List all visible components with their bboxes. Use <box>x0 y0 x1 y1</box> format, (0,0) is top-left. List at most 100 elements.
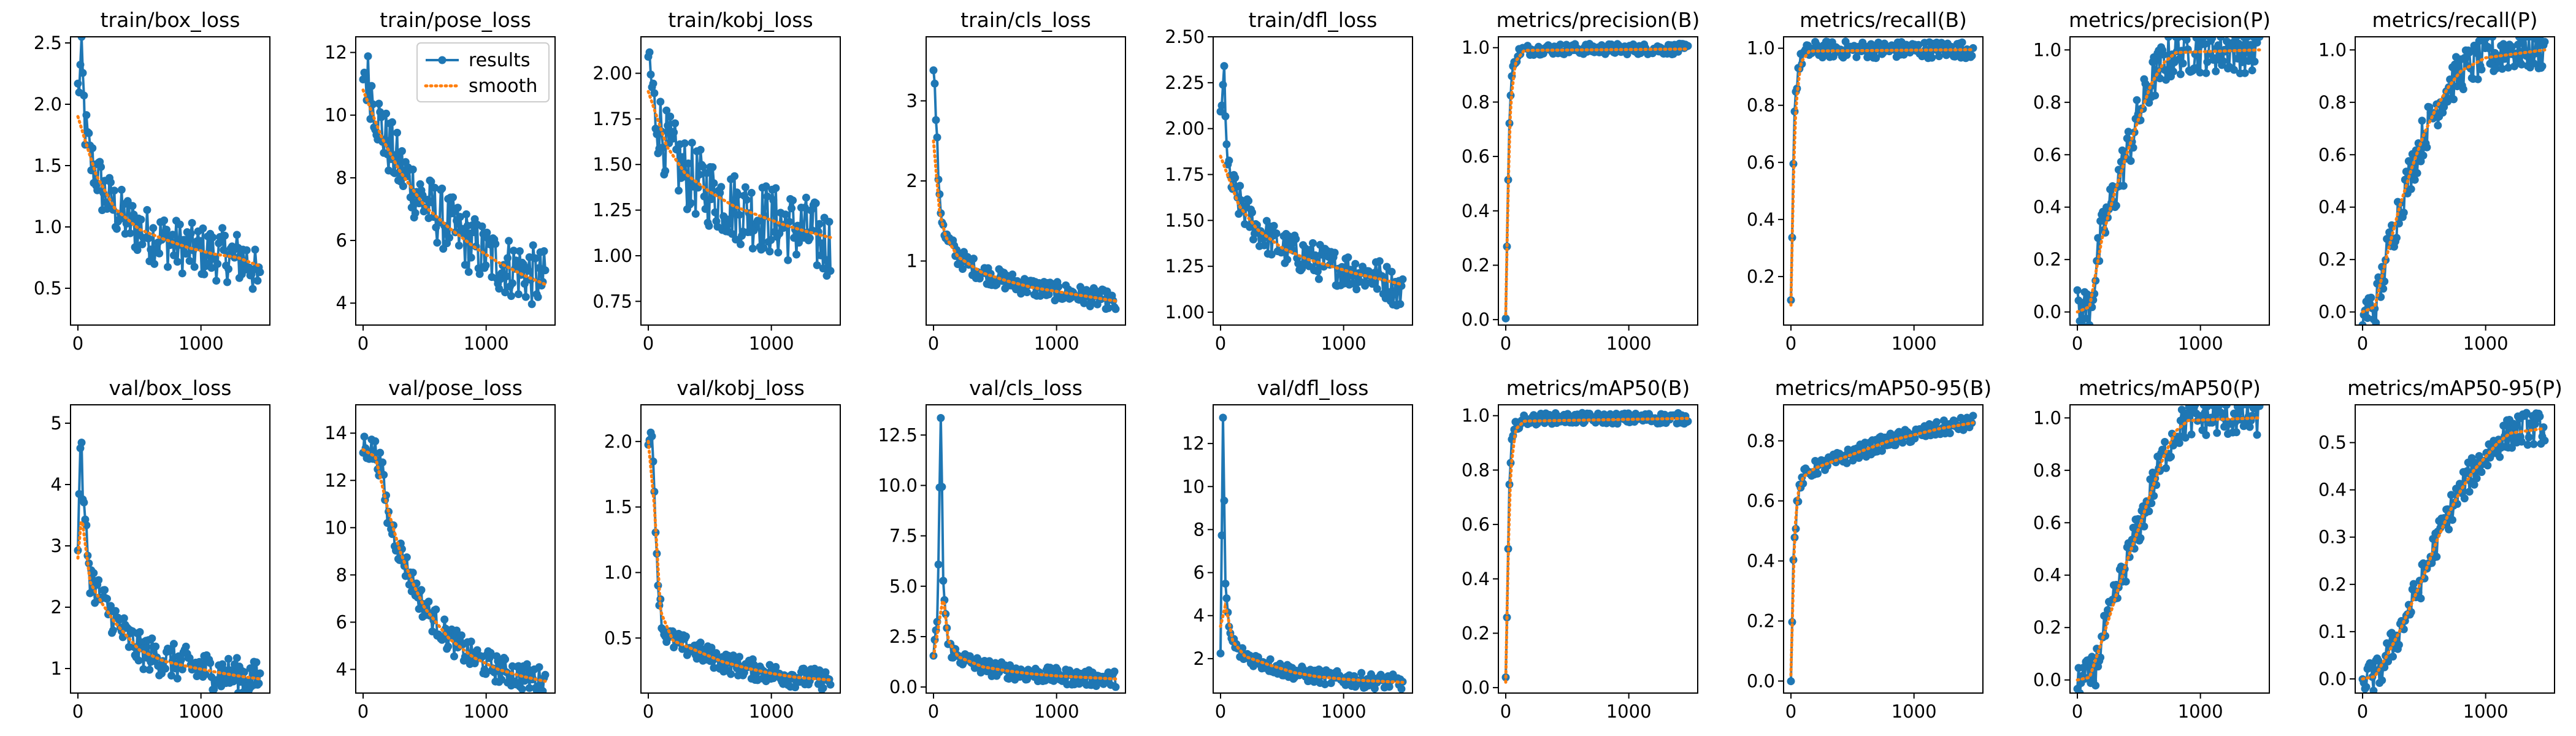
results-point <box>1267 250 1276 259</box>
results-point <box>2248 66 2256 75</box>
subplot-title: val/dfl_loss <box>1257 376 1368 400</box>
y-tick-label: 0.8 <box>2033 460 2061 481</box>
results-point <box>938 483 946 491</box>
results-point <box>120 614 128 623</box>
plot-frame <box>1498 404 1698 694</box>
results-point <box>1283 255 1292 264</box>
results-point <box>126 229 134 237</box>
results-point <box>2465 488 2474 496</box>
subplot-2: train/kobj_loss 0 1000 0.75 1.00 1.25 1.50 1.75… <box>592 8 841 354</box>
results-point <box>2380 277 2389 286</box>
y-tick-label: 0.4 <box>2318 197 2347 218</box>
results-point <box>826 680 835 689</box>
y-tick-label: 1.5 <box>34 155 62 176</box>
results-point <box>754 217 763 225</box>
subplot-title: val/box_loss <box>109 376 232 400</box>
results-point <box>1111 683 1120 691</box>
x-tick-label: 0 <box>72 701 83 722</box>
results-point <box>1272 229 1281 237</box>
y-tick-label: 5 <box>51 413 62 434</box>
results-point <box>1110 667 1119 676</box>
results-point <box>1945 429 1954 437</box>
y-tick-label: 0.0 <box>2318 302 2347 323</box>
y-tick-label: 0.0 <box>889 677 918 697</box>
results-point <box>735 210 743 219</box>
subplot-13: val/dfl_loss 0 1000 2 4 6 8 10 12 <box>1182 376 1413 722</box>
results-point <box>759 243 768 252</box>
results-point <box>200 270 209 278</box>
results-point <box>678 153 686 161</box>
results-point <box>2419 151 2428 159</box>
results-point <box>1309 239 1317 247</box>
results-point <box>2133 96 2141 104</box>
results-point <box>2140 522 2149 531</box>
results-point <box>815 220 824 228</box>
plot-frame <box>70 36 270 326</box>
subplot-title: train/cls_loss <box>960 8 1091 32</box>
results-point <box>785 218 794 226</box>
smooth-line <box>1789 48 1975 307</box>
x-tick-label: 1000 <box>1034 333 1079 354</box>
results-point <box>444 642 453 651</box>
results-point <box>686 199 695 207</box>
results-point <box>788 204 796 213</box>
x-tick-label: 0 <box>1500 701 1511 722</box>
results-point <box>209 233 217 242</box>
plot-frame <box>640 36 841 326</box>
results-point <box>2529 59 2538 67</box>
results-point <box>748 244 757 253</box>
results-point <box>680 139 689 148</box>
x-tick-label: 1000 <box>1606 333 1652 354</box>
results-point <box>1222 140 1231 148</box>
results-point <box>2394 640 2403 649</box>
y-tick-label: 0.5 <box>2318 432 2347 453</box>
results-point <box>1928 53 1936 62</box>
results-point <box>173 258 182 266</box>
x-tick-label: 1000 <box>178 333 224 354</box>
results-point <box>729 651 738 660</box>
x-tick-label: 0 <box>2072 701 2083 722</box>
smooth-series <box>1789 48 1975 307</box>
subplot-9: val/box_loss 0 1000 1 2 3 4 5 <box>51 376 270 722</box>
results-point <box>201 670 210 678</box>
results-point <box>699 163 707 171</box>
results-series <box>1216 62 1407 310</box>
results-point <box>2371 665 2379 674</box>
results-point <box>1254 653 1262 661</box>
subplot-title: metrics/recall(P) <box>2372 8 2537 32</box>
y-tick-label: 2.00 <box>592 63 632 83</box>
results-point <box>223 278 231 286</box>
results-point <box>2410 175 2419 184</box>
results-point <box>80 91 88 100</box>
results-point <box>361 71 370 80</box>
results-point <box>681 632 690 641</box>
subplot-title: train/box_loss <box>101 8 240 32</box>
results-point <box>478 222 486 231</box>
y-tick-label: 2.50 <box>1165 26 1205 47</box>
results-point <box>155 249 164 258</box>
y-tick-label: 0.8 <box>1462 91 1490 112</box>
results-point <box>365 89 374 98</box>
results-point <box>145 665 154 674</box>
results-point <box>185 256 194 265</box>
results-point <box>802 193 810 202</box>
results-point <box>539 687 547 693</box>
results-point <box>2202 69 2210 77</box>
smooth-line <box>932 139 1117 303</box>
results-point <box>1225 156 1233 165</box>
results-point <box>424 597 433 606</box>
x-tick-label: 0 <box>2357 701 2368 722</box>
results-point <box>182 642 190 651</box>
legend-marker <box>438 56 447 64</box>
plot-frame <box>1213 36 1413 326</box>
x-tick-label: 0 <box>358 701 369 722</box>
results-series <box>1501 408 1692 681</box>
results-point <box>1373 285 1381 293</box>
results-point <box>2474 75 2482 83</box>
results-point <box>391 169 399 177</box>
results-point <box>762 182 770 191</box>
results-point <box>2508 42 2516 51</box>
results-point <box>2432 553 2441 561</box>
results-point <box>221 231 229 240</box>
